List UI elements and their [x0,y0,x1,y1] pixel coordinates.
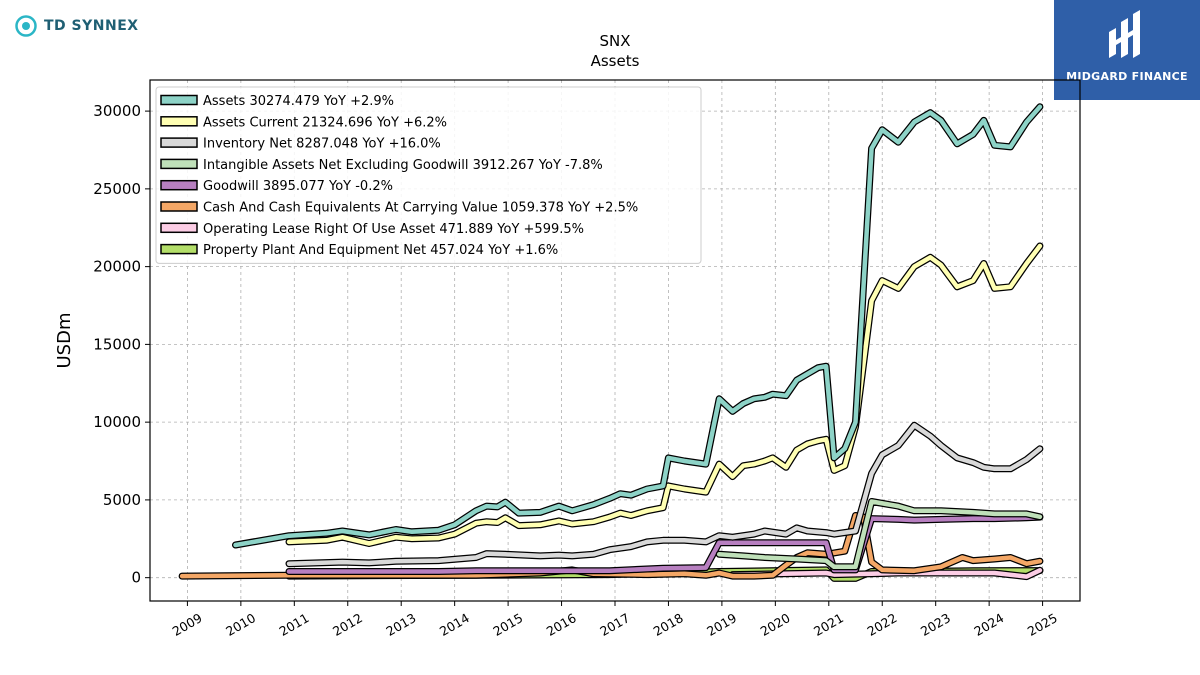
x-tick-label: 2016 [544,610,579,639]
chart-title: SNX [599,32,631,50]
x-tick-label: 2018 [651,610,686,639]
x-tick-label: 2021 [811,610,846,639]
legend-swatch [160,94,198,106]
x-tick-label: 2023 [918,610,953,639]
legend-swatch [160,179,198,191]
brand-right-name: MIDGARD FINANCE [1066,70,1188,83]
y-tick-label: 30000 [93,102,141,120]
y-tick-label: 20000 [93,258,141,276]
x-tick-label: 2014 [437,610,472,639]
series-outline [178,512,1044,580]
y-tick-label: 25000 [93,180,141,198]
x-tick-label: 2015 [490,610,525,639]
y-tick-label: 10000 [93,413,141,431]
legend-swatch [160,201,198,212]
x-tick-label: 2010 [223,610,258,639]
x-tick-label: 2022 [864,610,899,639]
legend-box [155,86,702,264]
legend-label: Inventory Net 8287.048 YoY +16.0% [203,137,441,152]
td-synnex-mark-icon [15,15,37,37]
legend-label: Cash And Cash Equivalents At Carrying Va… [203,201,638,216]
series-line [286,423,1043,566]
legend-label: Goodwill 3895.077 YoY -0.2% [203,179,393,194]
legend-label: Assets 30274.479 YoY +2.9% [203,94,394,109]
series-line [179,513,1043,579]
series-line [716,499,1043,570]
y-tick-label: 5000 [103,491,141,509]
x-tick-label: 2013 [383,610,418,639]
midgard-finance-mark-icon [1109,10,1140,58]
x-tick-label: 2019 [704,610,739,639]
x-tick-label: 2009 [170,610,205,639]
series-line [233,104,1043,548]
x-tick-label: 2020 [758,610,793,639]
legend-swatch [160,137,198,148]
x-tick-label: 2025 [1025,610,1060,639]
midgard-finance-logo: MIDGARD FINANCE [1054,0,1200,100]
td-synnex-logo: TD SYNNEX [14,14,139,38]
legend-swatch [160,222,198,234]
legend-swatch [160,243,198,255]
legend: Assets 30274.479 YoY +2.9% Assets Current… [155,86,702,264]
legend-label: Assets Current 21324.696 YoY +6.2% [203,115,447,130]
legend-label: Property Plant And Equipment Net 457.024… [203,243,558,258]
x-tick-label: 2012 [330,610,365,639]
legend-swatch [160,116,198,127]
legend-swatch [160,158,198,170]
y-tick-label: 0 [131,569,141,587]
x-tick-label: 2017 [597,610,632,639]
x-tick-label: 2011 [277,610,312,639]
y-axis-label: USDm [54,313,75,369]
legend-label: Operating Lease Right Of Use Asset 471.8… [203,222,584,237]
series-line [286,243,1043,546]
chart-subtitle: Assets [590,52,640,70]
y-tick-label: 15000 [93,335,141,353]
legend-label: Intangible Assets Net Excluding Goodwill… [203,158,603,173]
x-tick-label: 2024 [971,610,1006,639]
brand-left-name: TD SYNNEX [44,18,139,34]
